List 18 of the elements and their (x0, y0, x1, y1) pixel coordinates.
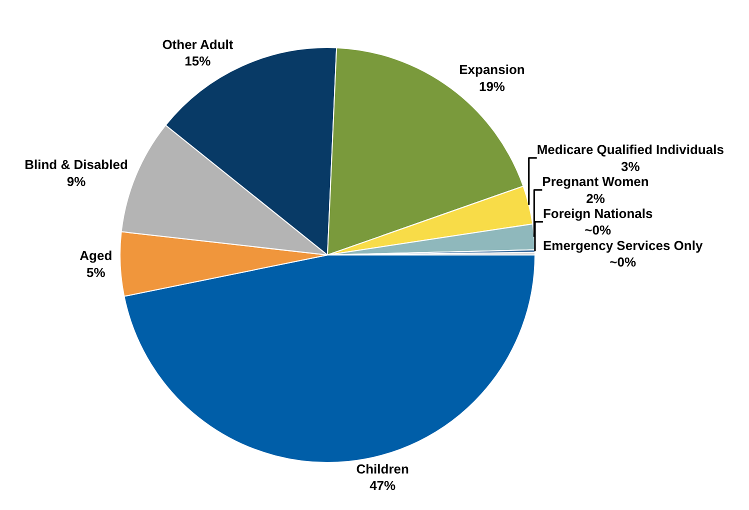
slice-label: Blind & Disabled (24, 156, 128, 172)
data-label: ~0% (610, 254, 636, 270)
slice-label: Aged (80, 248, 112, 264)
slice-label: Pregnant Women (542, 174, 649, 189)
slice-label: Foreign Nationals (542, 206, 653, 221)
data-label: 19% (478, 79, 506, 94)
data-label: 3% (620, 158, 640, 174)
data-label: ~0% (584, 222, 612, 238)
slice-label: Other Adult (162, 36, 234, 52)
slice-label: Emergency Services Only (542, 238, 704, 253)
slice-label: Medicare Qualified Individuals (536, 142, 724, 158)
data-label: 47% (370, 478, 396, 494)
slice-label: Expansion (459, 62, 525, 78)
data-label: 5% (86, 265, 106, 280)
data-label: 2% (586, 190, 606, 206)
slice-label: Children (356, 461, 409, 476)
data-label: 9% (66, 174, 86, 189)
data-label: 15% (184, 54, 212, 69)
